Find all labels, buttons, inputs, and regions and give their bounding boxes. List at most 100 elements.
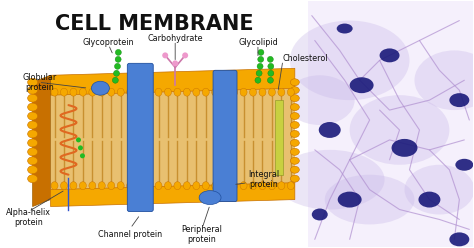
Ellipse shape (267, 56, 273, 62)
Ellipse shape (290, 21, 410, 100)
Ellipse shape (449, 93, 469, 107)
Ellipse shape (275, 150, 384, 210)
Ellipse shape (380, 48, 400, 62)
Ellipse shape (155, 182, 162, 190)
Ellipse shape (164, 182, 172, 190)
Ellipse shape (202, 88, 209, 96)
Text: Alpha-helix
protein: Alpha-helix protein (6, 208, 51, 227)
Ellipse shape (414, 50, 474, 110)
FancyBboxPatch shape (213, 70, 237, 202)
Ellipse shape (117, 88, 124, 96)
Ellipse shape (291, 87, 299, 94)
Ellipse shape (27, 103, 37, 111)
Polygon shape (51, 68, 295, 95)
Ellipse shape (325, 175, 414, 224)
Ellipse shape (291, 166, 299, 173)
Ellipse shape (287, 182, 294, 190)
Ellipse shape (51, 88, 58, 96)
Ellipse shape (291, 79, 299, 86)
Text: Globular
protein: Globular protein (23, 72, 57, 92)
Text: Peripheral
protein: Peripheral protein (182, 225, 222, 244)
Ellipse shape (91, 81, 109, 95)
Ellipse shape (285, 75, 355, 125)
Ellipse shape (98, 88, 105, 96)
FancyBboxPatch shape (275, 100, 283, 175)
Ellipse shape (291, 130, 299, 137)
Ellipse shape (27, 86, 37, 94)
Ellipse shape (249, 182, 256, 190)
Ellipse shape (259, 182, 266, 190)
Ellipse shape (278, 182, 285, 190)
Ellipse shape (146, 182, 153, 190)
Ellipse shape (268, 70, 274, 76)
Ellipse shape (257, 63, 263, 69)
Ellipse shape (392, 139, 418, 157)
Ellipse shape (182, 52, 188, 58)
Ellipse shape (268, 88, 275, 96)
Ellipse shape (114, 70, 119, 76)
Ellipse shape (221, 88, 228, 96)
FancyBboxPatch shape (51, 88, 295, 190)
Ellipse shape (108, 182, 115, 190)
Ellipse shape (268, 63, 274, 69)
Polygon shape (308, 1, 474, 247)
Ellipse shape (80, 153, 85, 158)
Ellipse shape (146, 88, 153, 96)
Ellipse shape (291, 104, 299, 111)
Ellipse shape (80, 182, 86, 190)
Text: Integral
protein: Integral protein (248, 170, 279, 189)
Ellipse shape (108, 88, 115, 96)
Ellipse shape (61, 182, 67, 190)
Ellipse shape (136, 182, 143, 190)
Ellipse shape (337, 24, 353, 33)
Ellipse shape (240, 88, 247, 96)
Ellipse shape (456, 159, 474, 171)
Ellipse shape (202, 182, 209, 190)
Ellipse shape (183, 182, 191, 190)
Ellipse shape (76, 137, 81, 142)
Polygon shape (51, 183, 295, 207)
Ellipse shape (350, 77, 374, 93)
Text: Channel protein: Channel protein (98, 230, 163, 239)
Ellipse shape (115, 63, 120, 69)
Ellipse shape (27, 121, 37, 129)
Ellipse shape (70, 182, 77, 190)
Ellipse shape (287, 88, 294, 96)
Ellipse shape (27, 139, 37, 147)
Ellipse shape (291, 157, 299, 164)
Ellipse shape (291, 95, 299, 102)
Ellipse shape (291, 113, 299, 120)
Ellipse shape (291, 139, 299, 146)
Ellipse shape (89, 88, 96, 96)
Ellipse shape (183, 88, 191, 96)
Ellipse shape (212, 88, 219, 96)
Ellipse shape (27, 130, 37, 138)
Polygon shape (0, 1, 308, 247)
Ellipse shape (78, 145, 83, 150)
Ellipse shape (27, 94, 37, 102)
Text: Carbohydrate: Carbohydrate (147, 34, 203, 43)
Ellipse shape (127, 88, 134, 96)
Ellipse shape (174, 88, 181, 96)
Polygon shape (33, 75, 51, 207)
Text: CELL MEMBRANE: CELL MEMBRANE (55, 14, 254, 34)
Ellipse shape (115, 56, 121, 62)
Ellipse shape (268, 182, 275, 190)
Ellipse shape (221, 182, 228, 190)
Ellipse shape (337, 192, 362, 208)
Ellipse shape (319, 122, 341, 138)
Ellipse shape (27, 148, 37, 156)
Ellipse shape (155, 88, 162, 96)
Ellipse shape (70, 88, 77, 96)
Ellipse shape (27, 166, 37, 174)
Ellipse shape (404, 165, 474, 215)
Ellipse shape (61, 88, 67, 96)
Ellipse shape (193, 88, 200, 96)
Ellipse shape (172, 60, 178, 66)
Ellipse shape (278, 88, 285, 96)
Ellipse shape (136, 88, 143, 96)
Ellipse shape (231, 182, 237, 190)
Text: Cholesterol: Cholesterol (283, 54, 328, 63)
Ellipse shape (174, 182, 181, 190)
Ellipse shape (193, 182, 200, 190)
